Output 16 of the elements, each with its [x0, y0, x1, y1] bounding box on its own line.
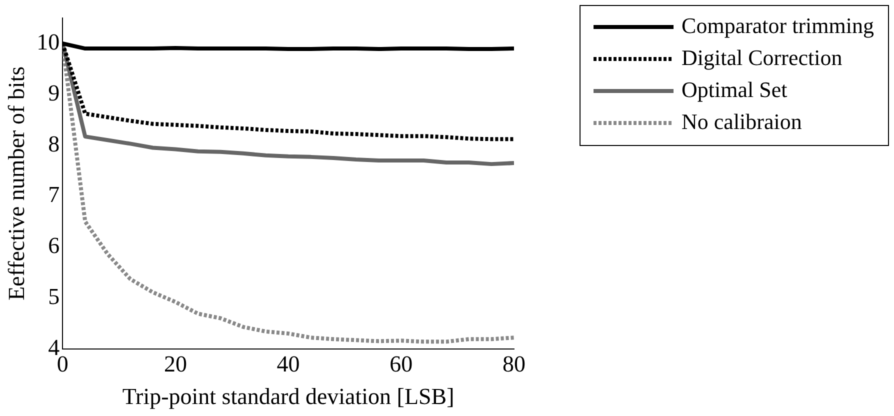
y-tick-label: 6 — [48, 233, 60, 258]
y-tick-label: 9 — [48, 80, 60, 106]
legend-label: Optimal Set — [682, 76, 788, 102]
y-tick-label: 10 — [36, 29, 60, 54]
legend-label: No calibraion — [682, 108, 802, 134]
y-tick-label: 8 — [48, 131, 60, 156]
x-tick-label: 40 — [276, 352, 300, 377]
x-tick-label: 60 — [390, 352, 413, 377]
x-axis-title: Trip-point standard deviation [LSB] — [122, 384, 454, 410]
legend-label: Digital Correction — [682, 44, 842, 70]
y-tick-label: 5 — [48, 284, 60, 309]
legend-label: Comparator trimming — [682, 12, 874, 38]
x-tick-label: 80 — [502, 352, 526, 377]
x-tick-label: 20 — [164, 352, 187, 377]
y-axis-title: Eeffective number of bits — [4, 66, 29, 300]
y-tick-label: 7 — [48, 182, 60, 208]
